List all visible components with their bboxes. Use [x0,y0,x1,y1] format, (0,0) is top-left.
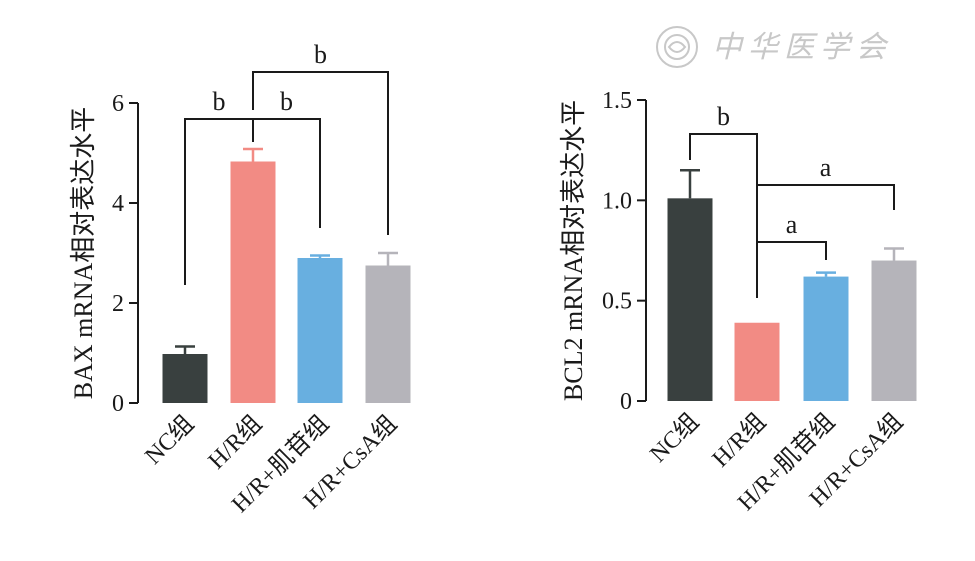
significance-label: a [786,210,798,239]
significance-label: a [820,153,832,182]
bar [365,265,411,403]
bar [734,322,780,401]
significance-bracket [252,71,389,235]
x-tick-label: H/R组 [203,410,267,474]
watermark-text: 中华医学会 [712,30,892,65]
watermark: 中华医学会 [656,26,892,68]
y-tick-label: 0 [112,391,124,417]
y-tick-label: 0 [620,389,632,415]
bar [162,354,208,403]
significance-bracket [252,118,321,228]
bar [297,258,343,403]
y-axis-title: BCL2 mRNA相对表达水平 [559,100,588,401]
y-tick-label: 0.5 [602,289,632,315]
x-tick-label: NC组 [140,410,200,470]
significance-label: b [213,87,226,116]
y-axis-title: BAX mRNA相对表达水平 [69,107,98,400]
significance-label: b [717,102,730,131]
bar [667,198,713,401]
x-tick-label: H/R组 [707,408,771,472]
bar [803,276,849,401]
bar [230,161,276,403]
watermark-seal-icon [656,26,698,68]
significance-label: b [314,40,327,69]
y-tick-label: 4 [112,191,124,217]
y-tick-label: 6 [112,91,124,117]
bar [871,260,917,401]
y-tick-label: 1.5 [602,88,632,114]
significance-label: b [280,87,293,116]
y-tick-label: 2 [112,291,124,317]
x-tick-label: NC组 [645,408,705,468]
y-tick-label: 1.0 [602,188,632,214]
significance-bracket [184,118,254,285]
significance-bracket [756,184,895,298]
